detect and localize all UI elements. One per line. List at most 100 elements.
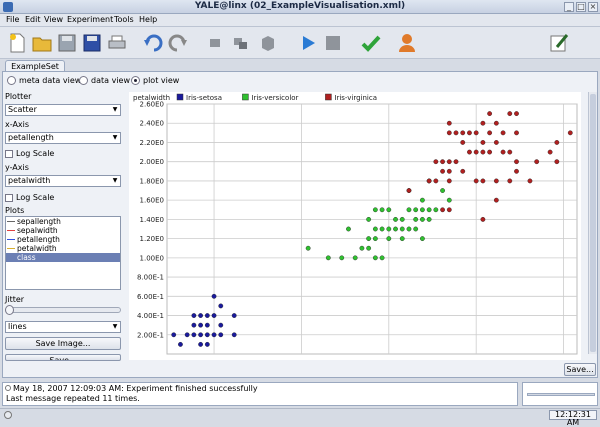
app-icon xyxy=(3,2,13,12)
data-point xyxy=(372,226,378,232)
data-point xyxy=(204,313,210,318)
radio-label: data view xyxy=(91,76,130,85)
data-point xyxy=(446,168,452,174)
data-point xyxy=(446,197,452,203)
series-swatch xyxy=(7,248,15,249)
data-point xyxy=(473,130,479,136)
data-point xyxy=(500,130,506,136)
save-button[interactable]: Save... xyxy=(564,363,596,376)
data-point xyxy=(372,207,378,213)
data-point xyxy=(514,168,519,174)
x-axis-select[interactable]: petallength ▼ xyxy=(5,132,121,144)
menu-view[interactable]: View xyxy=(44,15,63,24)
close-icon[interactable]: × xyxy=(588,2,598,12)
y-tick-label: 1.00E0 xyxy=(140,254,164,262)
tab-exampleset[interactable]: ExampleSet xyxy=(5,60,65,72)
line-style-select[interactable]: lines ▼ xyxy=(5,321,121,333)
edit-icon[interactable] xyxy=(548,32,570,54)
status-bar: 12:12:31 AM xyxy=(0,408,600,427)
list-item[interactable]: sepalwidth xyxy=(6,226,120,235)
save-as-icon[interactable] xyxy=(81,32,103,54)
status-clock: 12:12:31 AM xyxy=(549,410,597,427)
tab-bar: ExampleSet xyxy=(0,59,600,72)
stop-icon[interactable] xyxy=(322,32,344,54)
y-axis-title: petalwidth xyxy=(133,94,170,102)
list-item-selected[interactable]: class xyxy=(6,253,120,262)
new-icon[interactable] xyxy=(6,32,28,54)
plotter-select[interactable]: Scatter ▼ xyxy=(5,104,121,116)
radio-plot-view[interactable]: plot view xyxy=(131,76,179,85)
y-tick-label: 8.00E-1 xyxy=(137,274,164,282)
data-point xyxy=(567,130,573,136)
radio-label: meta data view xyxy=(19,76,82,85)
maximize-icon[interactable]: □ xyxy=(576,2,586,12)
y-axis-value: petalwidth xyxy=(8,176,51,185)
data-point xyxy=(366,216,372,222)
data-point xyxy=(433,159,439,165)
menu-tools[interactable]: Tools xyxy=(114,15,134,24)
scatter-plot[interactable]: 2.00E-1 4.00E-1 6.00E-1 8.00E-1 1.00E0 1.20E0… xyxy=(129,92,581,360)
checkbox-label: Log Scale xyxy=(16,149,55,158)
y-tick-label: 2.40E0 xyxy=(140,120,164,128)
y-axis-select[interactable]: petalwidth ▼ xyxy=(5,175,121,187)
user-icon[interactable] xyxy=(396,32,418,54)
save-icon[interactable] xyxy=(56,32,78,54)
x-log-scale-checkbox[interactable]: Log Scale xyxy=(5,149,54,158)
vertical-scrollbar[interactable] xyxy=(588,92,597,354)
data-point xyxy=(218,322,224,328)
list-item[interactable]: sepallength xyxy=(6,217,120,226)
undo-icon[interactable] xyxy=(142,32,164,54)
y-tick-label: 2.20E0 xyxy=(140,139,164,147)
list-item-label: class xyxy=(17,253,36,262)
y-log-scale-checkbox[interactable]: Log Scale xyxy=(5,193,54,202)
validate-icon[interactable] xyxy=(360,32,382,54)
data-point xyxy=(191,322,197,328)
data-point xyxy=(446,130,452,136)
slider-knob[interactable] xyxy=(5,305,14,315)
data-point xyxy=(231,332,237,338)
print-icon[interactable] xyxy=(106,32,128,54)
minimize-icon[interactable]: _ xyxy=(564,2,574,12)
radio-data-view[interactable]: data view xyxy=(79,76,130,85)
redo-icon[interactable] xyxy=(167,32,189,54)
save-image-button[interactable]: Save Image... xyxy=(5,337,121,350)
y-tick-label: 2.60E0 xyxy=(140,101,164,109)
jitter-slider[interactable] xyxy=(5,305,121,315)
list-item[interactable]: petalwidth xyxy=(6,244,120,253)
data-point xyxy=(204,341,210,347)
open-icon[interactable] xyxy=(31,32,53,54)
data-point xyxy=(366,245,372,251)
data-point xyxy=(460,130,466,136)
radio-meta-data-view[interactable]: meta data view xyxy=(7,76,81,85)
list-item[interactable]: petallength xyxy=(6,235,120,244)
data-point xyxy=(171,332,177,338)
cut-icon[interactable] xyxy=(205,32,227,54)
save-partial-button[interactable]: Save... xyxy=(5,354,121,361)
list-item-label: petallength xyxy=(17,235,60,244)
copy-icon[interactable] xyxy=(230,32,252,54)
data-point xyxy=(386,226,392,232)
menu-edit[interactable]: Edit xyxy=(25,15,41,24)
checkbox-box xyxy=(5,149,13,158)
run-icon[interactable] xyxy=(297,32,319,54)
menu-help[interactable]: Help xyxy=(139,15,158,24)
x-axis-label: x-Axis xyxy=(5,120,30,129)
menu-file[interactable]: File xyxy=(6,15,20,24)
data-point xyxy=(231,313,237,318)
data-point xyxy=(487,111,493,117)
chevron-down-icon: ▼ xyxy=(112,134,118,141)
data-point xyxy=(346,226,351,232)
data-point xyxy=(204,332,210,338)
data-point xyxy=(204,322,210,328)
data-point xyxy=(379,226,385,232)
data-point xyxy=(198,313,204,318)
scrollbar-thumb[interactable] xyxy=(590,94,596,352)
data-point xyxy=(211,332,217,338)
data-point xyxy=(305,245,311,251)
plot-canvas: 2.00E-1 4.00E-1 6.00E-1 8.00E-1 1.00E0 1.20E0… xyxy=(133,93,578,355)
paste-icon[interactable] xyxy=(257,32,279,54)
data-point xyxy=(493,197,499,203)
data-point xyxy=(500,149,506,155)
plots-list[interactable]: sepallength sepalwidth petallength petal… xyxy=(5,216,121,290)
menu-experiment[interactable]: Experiment xyxy=(67,15,114,24)
